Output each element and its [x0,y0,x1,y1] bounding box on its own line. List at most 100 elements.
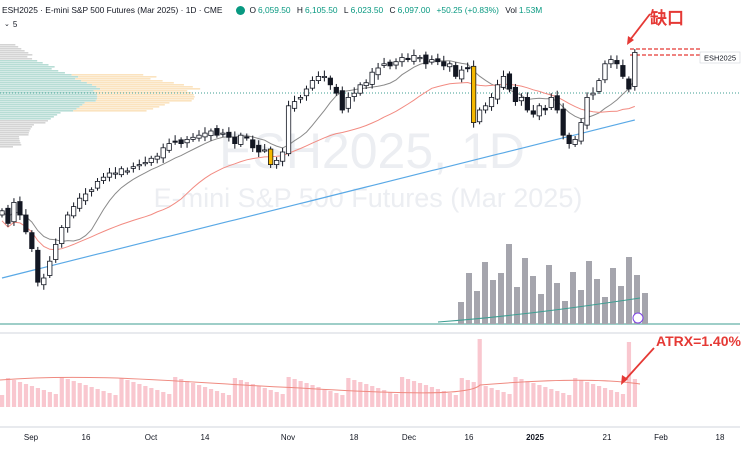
volume-profile-bar [0,86,97,88]
volume-profile-bar [0,56,28,58]
atr-bar [185,381,190,407]
atr-bar [549,389,554,407]
candle-body [71,206,77,217]
atr-bar [423,385,429,407]
atr-bar [447,393,452,407]
candle-body [429,59,435,63]
candle-body [608,59,614,65]
atr-bar [286,377,291,407]
atr-bar [591,384,596,407]
volume-profile-bar [0,62,43,64]
volume-profile-bar [76,108,154,110]
atr-bar [83,385,88,407]
volume-profile-bar [81,80,163,82]
atr-bar [262,388,267,407]
candle-body [238,134,244,145]
volume-profile-bar [0,82,87,84]
atr-bar [11,380,17,407]
close-value: 6,097.00 [397,5,431,15]
candle-body [94,180,101,189]
volume-profile-bar [84,102,170,104]
candle-body [423,54,429,65]
atr-bar [507,394,512,407]
candle-body [465,67,471,70]
atr-bar [167,394,172,407]
volume-bar [634,275,640,324]
candle-body [578,122,584,142]
symbol-line[interactable]: ESH2025 · E-mini S&P 500 Futures (Mar 20… [2,5,223,15]
atr-bar [441,391,446,407]
candle-body [548,97,554,108]
candle-body [77,197,83,209]
alert-icon [632,312,644,324]
candle-body [506,73,513,90]
candle-body [351,92,357,97]
atr-bar [77,383,82,407]
volume-profile-bar [0,74,72,76]
volume-ma-line [437,297,641,323]
volume-profile-bar [0,116,54,118]
candle-body [381,63,387,66]
volume-profile-bar [0,138,20,140]
volume-bar [642,293,648,324]
atr-bar [429,387,435,407]
volume-profile-bar [0,84,92,86]
candle-body [196,134,202,139]
atr-bar [513,377,518,407]
volume-profile-bar [0,106,80,108]
volume-profile-bar [86,82,174,84]
atr-bar [220,393,226,407]
atr-bar [226,395,232,407]
candle-body [626,78,632,90]
candle-body [614,60,620,65]
atr-bar [632,379,638,407]
candle-body [214,128,220,136]
gap-annotation: 缺口 [650,8,684,28]
volume-profile-bar [0,118,51,120]
candle-body [530,110,536,115]
atr-arrow [624,347,655,381]
indicator-toggle[interactable]: ⌄ 5 [4,18,17,30]
atr-bar [435,389,441,407]
atr-bar [561,393,566,407]
candle-body [566,134,572,144]
x-tick-label: Sep [24,433,39,442]
x-tick-label: Nov [281,433,295,442]
atr-bar [411,381,417,407]
volume-profile-bar [95,100,192,102]
candle-body [536,105,542,117]
volume-bar [546,265,552,324]
volume-bar [490,280,496,324]
volume-profile-bar [0,80,82,82]
volume-bar [562,301,568,324]
candle-body [488,97,495,108]
atr-bar [370,386,375,407]
candle-body [202,132,208,138]
candle-body [47,260,53,276]
candle-body [476,109,483,123]
atr-bar [358,382,363,407]
candle-body [327,77,333,86]
candle-body [112,172,119,175]
candle-body [333,86,339,94]
atr-bar [274,392,279,407]
gap-arrowhead [627,36,634,45]
candle-body [315,76,322,82]
volume-bar [482,262,488,324]
candle-body [345,97,351,109]
atr-bar [23,384,29,407]
x-tick-label: 18 [716,433,725,442]
price-tag-box [699,51,741,64]
atr-bar [238,380,243,407]
candle-body [632,52,638,87]
candle-body [321,76,327,79]
atr-bar [161,392,166,407]
candle-body [399,57,405,63]
ma-slow-line [1,119,635,279]
volume-profile-bar [0,88,101,90]
candle-body [118,168,124,176]
candle-body [441,61,447,67]
atr-bar [519,379,524,407]
candle-body [100,176,107,181]
